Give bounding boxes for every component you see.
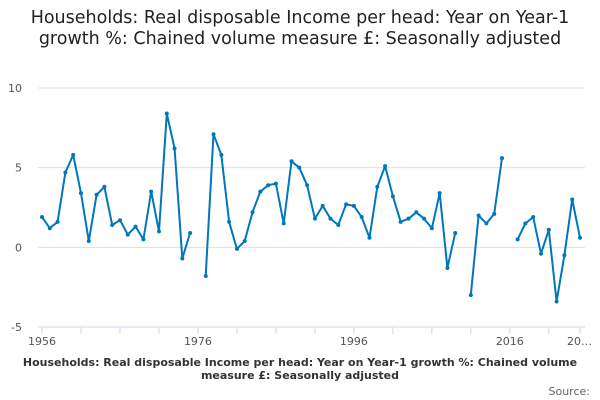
data-point <box>312 216 317 221</box>
data-point <box>422 216 427 221</box>
data-point <box>375 184 380 189</box>
data-point <box>203 274 208 279</box>
x-tick-label: 1976 <box>184 335 212 348</box>
data-point <box>172 146 177 151</box>
data-point <box>125 232 130 237</box>
data-point <box>429 226 434 231</box>
y-tick-label: -5 <box>11 321 22 334</box>
y-tick-label: 0 <box>15 241 22 254</box>
data-point <box>86 238 91 243</box>
data-point <box>141 237 146 242</box>
data-point <box>453 230 458 235</box>
source-label: Source: <box>548 385 591 398</box>
data-point <box>55 219 60 224</box>
x-axis-label: Households: Real disposable Income per h… <box>22 356 578 382</box>
data-point <box>445 266 450 271</box>
data-point <box>117 218 122 223</box>
data-point <box>523 221 528 226</box>
data-point <box>156 229 161 234</box>
data-point <box>554 299 559 304</box>
data-point <box>219 152 224 157</box>
x-tick-label: 1996 <box>340 335 368 348</box>
data-point <box>336 223 341 228</box>
data-point <box>164 111 169 116</box>
data-point <box>539 251 544 256</box>
data-point <box>258 189 263 194</box>
data-point <box>578 235 582 240</box>
data-point <box>562 253 567 258</box>
x-tick-label: 20… <box>567 335 592 348</box>
x-tick-label: 1956 <box>28 335 56 348</box>
data-point <box>546 227 551 232</box>
data-point <box>289 159 294 164</box>
data-point <box>102 184 107 189</box>
series-line-segment <box>516 198 581 303</box>
data-point <box>437 191 442 196</box>
data-point <box>227 219 232 224</box>
data-point <box>305 183 310 188</box>
data-point <box>320 203 325 208</box>
data-point <box>414 210 419 215</box>
data-point <box>47 226 52 231</box>
data-point <box>110 223 115 228</box>
data-point <box>468 293 473 298</box>
data-point <box>133 224 138 229</box>
data-point <box>390 194 395 199</box>
data-point <box>406 216 411 221</box>
data-point <box>359 215 364 220</box>
data-point <box>531 215 536 220</box>
data-point <box>188 230 193 235</box>
data-point <box>40 215 44 220</box>
data-point <box>500 156 505 161</box>
data-point <box>328 216 333 221</box>
data-point <box>63 170 68 175</box>
data-point <box>78 191 83 196</box>
x-tick-label: 2016 <box>496 335 524 348</box>
data-point <box>398 219 403 224</box>
data-point <box>250 210 255 215</box>
data-point <box>211 132 216 137</box>
data-point <box>71 152 76 157</box>
data-point <box>266 183 271 188</box>
data-point <box>297 165 302 170</box>
data-point <box>476 213 481 218</box>
data-point <box>383 164 388 169</box>
data-point <box>242 238 247 243</box>
series-line-segment <box>41 112 192 260</box>
data-point <box>234 246 239 251</box>
data-point <box>273 181 278 186</box>
data-point <box>484 221 489 226</box>
data-point <box>492 211 497 216</box>
chart-title: Households: Real disposable Income per h… <box>30 8 570 49</box>
y-tick-label: 10 <box>8 82 22 95</box>
series-line-segment <box>204 133 457 277</box>
data-point <box>344 202 349 207</box>
data-point <box>180 256 185 261</box>
y-tick-label: 5 <box>15 162 22 175</box>
data-point <box>281 221 286 226</box>
data-point <box>515 237 520 242</box>
data-point <box>94 192 99 197</box>
data-point <box>367 235 372 240</box>
series-line-segment <box>469 157 503 296</box>
data-point <box>570 197 575 202</box>
data-point <box>351 203 356 208</box>
data-point <box>149 189 154 194</box>
